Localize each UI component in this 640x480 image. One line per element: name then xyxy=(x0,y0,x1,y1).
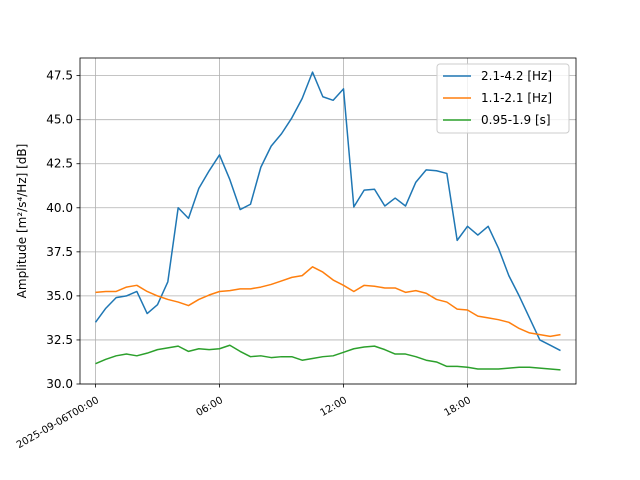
y-tick-label: 30.0 xyxy=(46,377,73,391)
legend-box xyxy=(436,63,570,134)
series-line xyxy=(95,344,561,371)
y-axis-label: Amplitude [m²/s⁴/Hz] [dB] xyxy=(15,144,29,299)
y-tick-label: 45.0 xyxy=(46,113,73,127)
grid-lines xyxy=(80,58,576,385)
y-tick-label: 35.0 xyxy=(46,289,73,303)
y-tick-label: 32.5 xyxy=(46,333,73,347)
series-line xyxy=(94,71,561,352)
y-tick-label: 42.5 xyxy=(46,157,73,171)
y-tick-label: 37.5 xyxy=(46,245,73,259)
legend-label: 2.1-4.2 [Hz] xyxy=(481,69,552,83)
y-tick-label: 47.5 xyxy=(46,69,73,83)
series-line xyxy=(95,266,561,338)
legend-label: 0.95-1.9 [s] xyxy=(481,113,551,127)
data-series xyxy=(94,71,561,371)
plot-area-frame xyxy=(79,57,577,385)
legend-label: 1.1-2.1 [Hz] xyxy=(481,91,552,105)
y-tick-label: 40.0 xyxy=(46,201,73,215)
y-axis-ticks: 30.0 32.5 35.0 37.5 40.0 42.5 45.0 47.5 xyxy=(46,69,80,391)
legend: 2.1-4.2 [Hz] 1.1-2.1 [Hz] 0.95-1.9 [s] xyxy=(436,63,570,134)
